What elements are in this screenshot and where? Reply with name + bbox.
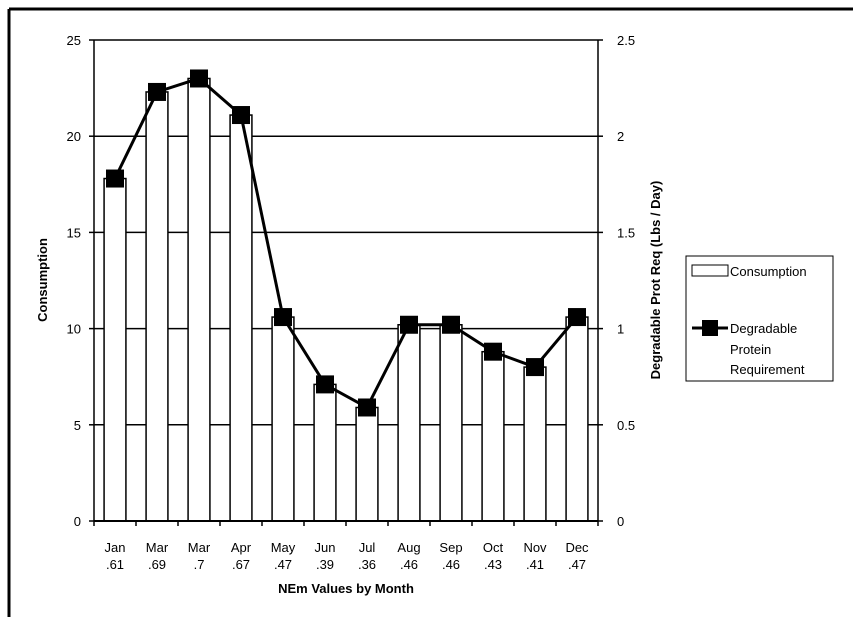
x-tick-label-month: Aug [397, 540, 420, 555]
x-tick-label-nem: .43 [484, 557, 502, 572]
y2-tick-label: 1 [617, 322, 624, 337]
x-tick-label-nem: .46 [442, 557, 460, 572]
y-axis-title: Consumption [35, 238, 50, 322]
x-tick-label-month: Nov [523, 540, 547, 555]
marker-protein-requirement [316, 375, 334, 394]
legend-label-consumption: Consumption [730, 264, 807, 279]
marker-protein-requirement [148, 82, 166, 101]
bar-consumption [271, 316, 295, 522]
bar-consumption [565, 316, 589, 522]
y-tick-label: 5 [74, 418, 81, 433]
marker-protein-requirement [358, 398, 376, 417]
marker-protein-requirement [400, 315, 418, 334]
legend-swatch-consumption [691, 264, 729, 277]
x-tick-label-month: Jun [315, 540, 336, 555]
legend: Consumption Degradable Protein Requireme… [685, 255, 834, 382]
bar-consumption [187, 77, 211, 522]
x-tick-label-month: Dec [565, 540, 589, 555]
x-tick-label-month: Sep [439, 540, 462, 555]
bar-consumption [355, 406, 379, 522]
bar-consumption [481, 350, 505, 522]
y2-tick-label: 1.5 [617, 225, 635, 240]
legend-label-protein-3: Requirement [730, 362, 805, 377]
bar-consumption [397, 324, 421, 522]
marker-protein-requirement [568, 308, 586, 327]
bar-consumption [103, 177, 127, 522]
x-tick-label-nem: .7 [194, 557, 205, 572]
bar-consumption [145, 91, 169, 522]
marker-protein-requirement [274, 308, 292, 327]
y-tick-label: 0 [74, 514, 81, 529]
y-tick-label: 20 [67, 129, 81, 144]
y2-axis-title: Degradable Prot Req (Lbs / Day) [648, 181, 663, 380]
x-tick-label-nem: .41 [526, 557, 544, 572]
bar-consumption [439, 324, 463, 522]
legend-label-protein-1: Degradable [730, 321, 797, 336]
x-tick-label-nem: .69 [148, 557, 166, 572]
x-tick-label-month: Jul [359, 540, 376, 555]
x-tick-label-month: Apr [231, 540, 252, 555]
x-tick-label-month: Oct [483, 540, 504, 555]
marker-protein-requirement [484, 342, 502, 361]
x-tick-label-nem: .47 [274, 557, 292, 572]
y-tick-label: 15 [67, 225, 81, 240]
x-axis-title: NEm Values by Month [278, 581, 414, 596]
marker-protein-requirement [232, 106, 250, 125]
bar-consumption [229, 114, 253, 522]
x-tick-label-month: May [271, 540, 296, 555]
x-tick-label-month: Mar [146, 540, 169, 555]
y2-tick-label: 2 [617, 129, 624, 144]
x-tick-label-nem: .39 [316, 557, 334, 572]
bar-consumption [523, 366, 547, 522]
marker-protein-requirement [190, 69, 208, 88]
x-tick-label-month: Mar [188, 540, 211, 555]
legend-box [685, 255, 834, 382]
marker-protein-requirement [526, 358, 544, 377]
x-tick-label-nem: .47 [568, 557, 586, 572]
legend-label-protein-2: Protein [730, 342, 771, 357]
x-tick-label-nem: .36 [358, 557, 376, 572]
y-tick-label: 25 [67, 33, 81, 48]
y2-tick-label: 2.5 [617, 33, 635, 48]
y2-tick-label: 0.5 [617, 418, 635, 433]
y2-tick-label: 0 [617, 514, 624, 529]
y-tick-label: 10 [67, 322, 81, 337]
bar-consumption [313, 383, 337, 522]
x-tick-label-nem: .46 [400, 557, 418, 572]
legend-swatch-marker [702, 320, 718, 336]
line-protein-requirement [113, 76, 579, 410]
x-tick-label-nem: .67 [232, 557, 250, 572]
x-tick-label-month: Jan [105, 540, 126, 555]
marker-protein-requirement [106, 169, 124, 188]
x-tick-label-nem: .61 [106, 557, 124, 572]
marker-protein-requirement [442, 315, 460, 334]
